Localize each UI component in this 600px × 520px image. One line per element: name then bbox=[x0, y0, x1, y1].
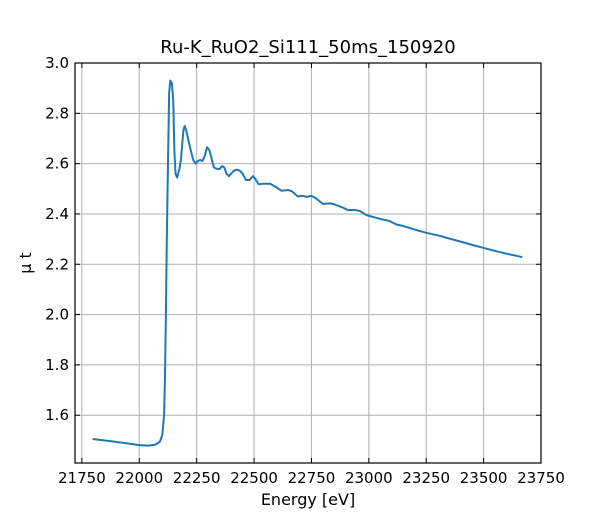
y-tick-label: 1.8 bbox=[45, 356, 69, 374]
y-tick-label: 3.0 bbox=[45, 54, 69, 72]
y-tick-label: 2.2 bbox=[45, 255, 69, 273]
x-tick-label: 21750 bbox=[58, 469, 106, 487]
plot-frame bbox=[74, 62, 542, 464]
y-tick-label: 2.6 bbox=[45, 155, 69, 173]
x-tick-label: 22500 bbox=[230, 469, 278, 487]
y-axis-label: μ t bbox=[16, 252, 35, 274]
y-tick-label: 2.4 bbox=[45, 205, 69, 223]
x-tick-label: 22000 bbox=[115, 469, 163, 487]
x-tick-label: 22250 bbox=[173, 469, 221, 487]
y-tick-label: 1.6 bbox=[45, 406, 69, 424]
x-tick-label: 23000 bbox=[345, 469, 393, 487]
x-tick-label: 23750 bbox=[517, 469, 565, 487]
x-axis-ticks: 21750 22000 22250 22500 22750 23000 23250 23500… bbox=[58, 63, 565, 487]
series-line bbox=[92, 79, 523, 447]
y-tick-label: 2.8 bbox=[45, 104, 69, 122]
x-tick-label: 23500 bbox=[460, 469, 508, 487]
y-axis-ticks: 1.6 1.8 2.0 2.2 2.4 2.6 2.8 3.0 bbox=[45, 54, 541, 424]
chart-title: Ru-K_RuO2_Si111_50ms_150920 bbox=[160, 37, 455, 58]
x-tick-label: 23250 bbox=[402, 469, 450, 487]
x-tick-label: 22750 bbox=[288, 469, 336, 487]
series-layer bbox=[92, 79, 523, 447]
x-axis-label: Energy [eV] bbox=[261, 490, 355, 509]
grid-lines bbox=[75, 62, 542, 463]
y-tick-label: 2.0 bbox=[45, 306, 69, 324]
